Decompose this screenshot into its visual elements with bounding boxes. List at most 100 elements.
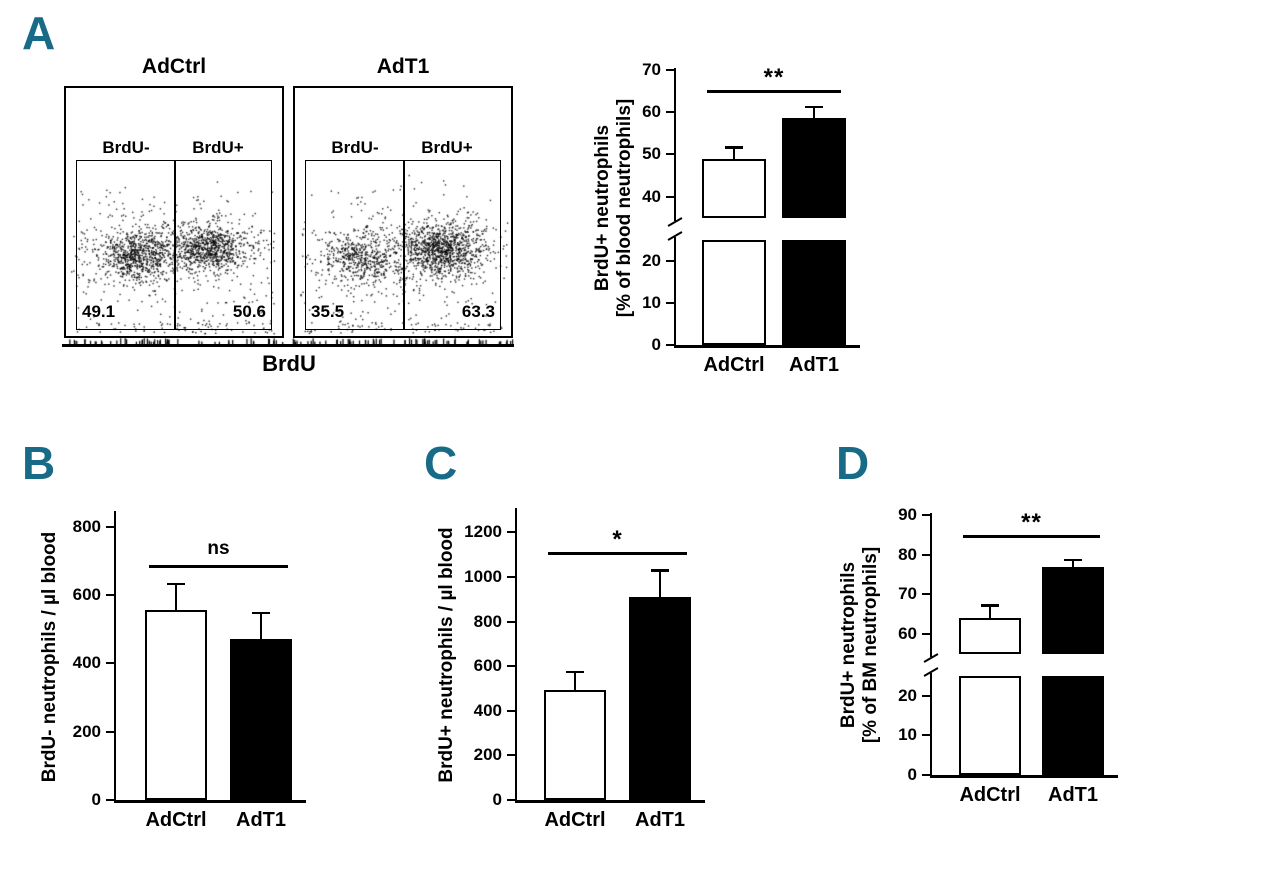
bar-adt1-upper-segment: [1042, 566, 1104, 654]
y-tick-label: 10: [642, 292, 661, 312]
y-tick: [106, 799, 114, 801]
significance-line: [548, 552, 687, 555]
error-bar-line: [1072, 560, 1074, 567]
y-tick: [666, 301, 674, 304]
bar-adctrl-lower-segment: [702, 239, 766, 345]
x-axis: [930, 775, 1118, 778]
bar-adctrl-lower-segment: [959, 675, 1021, 775]
significance-label: **: [1021, 509, 1042, 536]
significance-line: [707, 90, 841, 93]
y-tick: [507, 620, 515, 623]
y-tick: [922, 553, 930, 556]
y-tick-label: 0: [492, 790, 502, 809]
y-tick-label: 1000: [464, 566, 502, 586]
y-tick: [507, 665, 515, 668]
y-tick: [666, 195, 674, 198]
y-tick-label: 600: [72, 585, 101, 604]
x-category-label: AdCtrl: [959, 784, 1021, 806]
axis-break-gap: [672, 220, 679, 237]
y-tick: [922, 593, 930, 596]
significance-label: *: [612, 526, 623, 553]
error-bar-cap: [981, 604, 999, 607]
y-tick: [666, 259, 674, 262]
error-bar-line: [175, 584, 177, 611]
error-bar-line: [659, 571, 661, 597]
y-tick-label: 60: [642, 102, 661, 122]
gate-divider-line: [403, 160, 405, 330]
flow-axis-rug-ticks: [64, 336, 514, 344]
y-tick: [922, 774, 930, 776]
x-category-label: AdCtrl: [544, 809, 606, 831]
y-tick-label: 200: [473, 745, 502, 765]
gate-pct-brdu-neg: 49.1: [82, 302, 116, 321]
flow-x-axis-label: BrdU: [262, 351, 316, 376]
axis-break-gap: [928, 656, 935, 673]
y-axis-label: BrdU+ neutrophils [% of BM neutrophils]: [838, 546, 881, 744]
panel-label-b: B: [22, 437, 56, 489]
y-tick-label: 400: [72, 653, 101, 673]
y-tick-label: 80: [898, 544, 917, 564]
y-tick: [922, 734, 930, 737]
gate-label-brdu-pos: BrdU+: [192, 138, 244, 157]
error-bar-cap: [651, 569, 669, 572]
error-bar-line: [989, 606, 991, 619]
bar-adctrl: [544, 689, 606, 800]
flow-plot-adctrl: BrdU- BrdU+ 49.1 50.6: [64, 86, 284, 338]
x-category-label: AdCtrl: [703, 354, 765, 376]
y-tick-label: 50: [642, 144, 661, 164]
y-tick: [507, 754, 515, 757]
significance-label: ns: [207, 538, 230, 559]
y-tick: [507, 709, 515, 712]
panel-label-d: D: [836, 437, 870, 489]
y-tick-label: 40: [642, 186, 661, 206]
bar-chart-panel-d: 0 10 20 60 70 80 90 AdCtrl AdT1 ** BrdU+ neutrophi…: [838, 468, 1178, 848]
bar-adctrl-upper-segment: [702, 158, 766, 218]
y-tick-label: 20: [898, 685, 917, 705]
significance-label: **: [763, 64, 785, 91]
y-tick-label: 400: [473, 700, 502, 720]
x-axis: [674, 345, 860, 348]
y-axis-label: BrdU+ neutrophils / µl blood: [436, 527, 458, 783]
y-tick-label: 60: [898, 624, 917, 643]
y-tick-label: 200: [72, 721, 101, 741]
y-tick: [106, 594, 114, 596]
error-bar-line: [733, 148, 735, 159]
bar-chart-panel-a: 0 10 20 40 50 60 70 AdCtrl AdT1 ** BrdU+ neutrophi…: [592, 60, 896, 395]
y-axis-label: BrdU- neutrophils / µl blood: [39, 531, 61, 782]
y-tick-label: 600: [473, 656, 502, 676]
error-bar-cap: [252, 611, 270, 615]
y-tick: [666, 153, 674, 156]
y-tick: [106, 662, 114, 665]
bar-adt1-lower-segment: [1042, 675, 1104, 775]
y-tick: [922, 694, 930, 697]
error-bar-cap: [566, 670, 584, 674]
gate-label-brdu-pos: BrdU+: [421, 138, 473, 157]
y-tick: [507, 799, 515, 801]
bar-adctrl: [145, 610, 207, 800]
flow-plot-title-adt1: AdT1: [376, 55, 430, 78]
x-category-label: AdT1: [635, 809, 685, 831]
x-axis: [114, 800, 306, 803]
y-tick-label: 20: [642, 250, 661, 270]
y-tick-label: 0: [651, 335, 661, 354]
x-category-label: AdT1: [236, 809, 286, 831]
y-tick: [922, 514, 930, 516]
x-category-label: AdCtrl: [145, 809, 207, 831]
y-tick: [106, 730, 114, 733]
y-tick: [106, 525, 114, 528]
x-category-label: AdT1: [1048, 784, 1098, 806]
error-bar-line: [813, 107, 815, 119]
significance-line: [149, 565, 288, 568]
y-tick: [922, 633, 930, 635]
error-bar-cap: [167, 582, 185, 586]
bar-chart-panel-b: 0 200 400 600 800 AdCtrl AdT1 ns BrdU- neutrophi…: [30, 468, 370, 848]
y-tick-label: 0: [91, 790, 101, 809]
gate-divider-line: [174, 160, 176, 330]
y-tick: [507, 531, 515, 534]
y-tick-label: 10: [898, 725, 917, 745]
y-axis-label: BrdU+ neutrophils [% of blood neutrophils…: [592, 98, 635, 317]
y-tick-label: 70: [642, 60, 661, 79]
error-bar-line: [574, 672, 576, 690]
gate-pct-brdu-pos: 50.6: [232, 302, 266, 321]
